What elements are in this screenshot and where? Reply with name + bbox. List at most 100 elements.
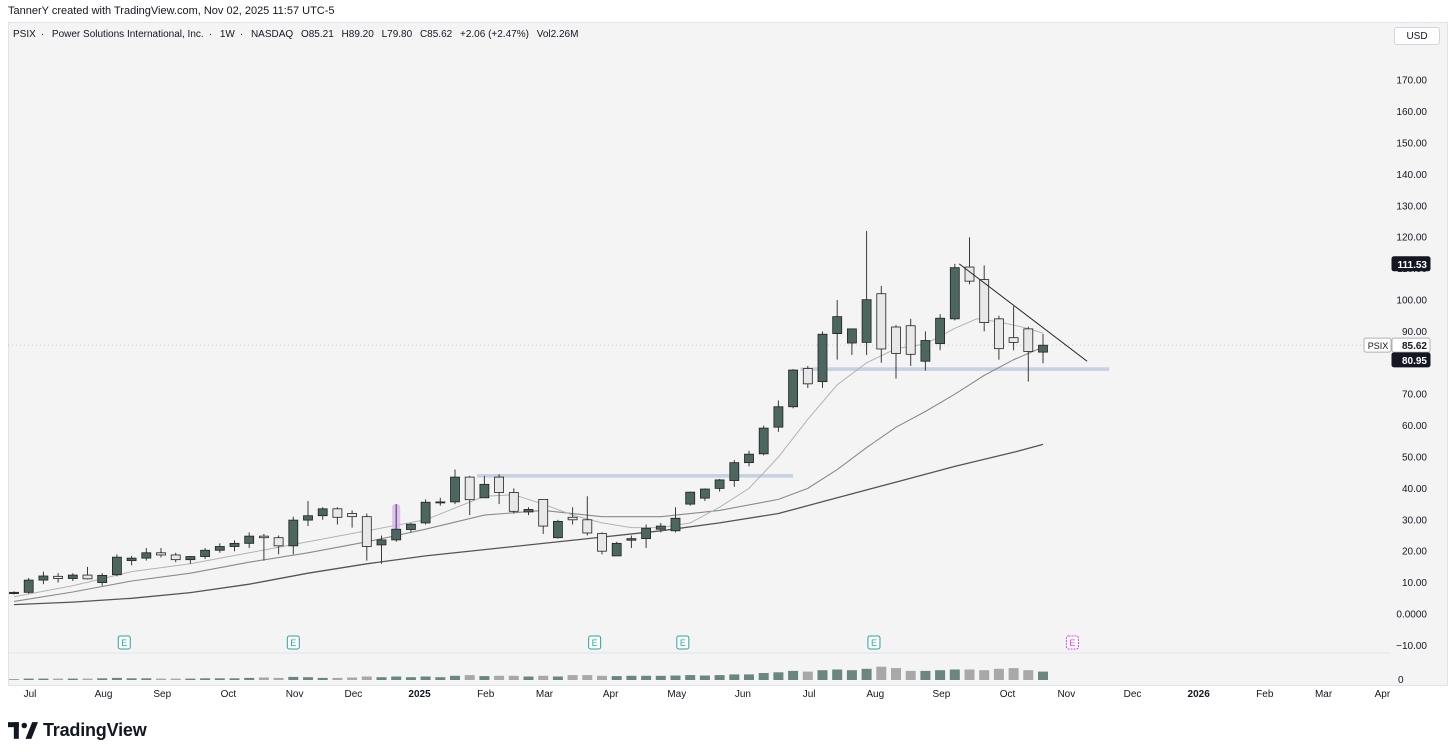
candle-bearish — [361, 516, 372, 547]
candle-bullish — [685, 491, 696, 505]
volume-bar — [714, 675, 725, 680]
volume-bar — [920, 670, 931, 680]
earnings-marker-icon — [117, 635, 131, 650]
candle-bullish — [200, 549, 211, 557]
candle-bearish — [464, 476, 475, 501]
legend-separator-dot: · — [239, 29, 244, 40]
volume-bar — [876, 666, 887, 680]
legend-open: O85.21 — [300, 29, 334, 40]
volume-bar — [788, 670, 799, 680]
x-axis-tick-label: Oct — [1000, 689, 1016, 700]
x-axis-tick-label: Mar — [1315, 689, 1333, 700]
volume-bar — [479, 676, 490, 680]
volume-bar — [626, 675, 637, 680]
candle-bearish — [82, 574, 93, 580]
volume-bar — [38, 678, 49, 680]
y-axis-tick-label: 10.00 — [1402, 578, 1427, 589]
x-axis-tick-label: Sep — [153, 689, 171, 700]
volume-bar — [435, 677, 446, 680]
candle-bullish — [23, 579, 34, 593]
candle-bullish — [817, 333, 828, 383]
volume-bar — [97, 678, 108, 680]
y-axis-tick-label: 120.00 — [1396, 233, 1427, 244]
moving-average-fast-line — [13, 318, 1044, 598]
candle-bullish — [553, 520, 563, 539]
earnings-marker-icon — [588, 635, 602, 650]
candle-bullish — [317, 508, 328, 517]
x-axis-tick-label: 2025 — [408, 689, 431, 700]
x-axis-tick-label: May — [667, 689, 686, 700]
candle-bearish — [258, 535, 269, 539]
volume-bar — [611, 676, 622, 680]
candle-bullish — [626, 538, 637, 541]
earnings-upcoming-marker-label: E — [1069, 638, 1075, 648]
volume-bar — [200, 678, 211, 680]
y-axis-tick-label: −10.00 — [1396, 641, 1427, 652]
candle-bullish — [112, 556, 122, 576]
candle-bullish — [244, 535, 255, 544]
x-axis-tick-label: Sep — [933, 689, 951, 700]
y-axis-tick-label: 90.00 — [1402, 327, 1427, 338]
x-axis-tick-label: Feb — [1256, 689, 1274, 700]
volume-bar — [508, 675, 519, 680]
x-axis-tick-label: Dec — [1124, 689, 1142, 700]
candle-bullish — [700, 488, 710, 499]
volume-bar — [420, 676, 431, 680]
x-axis-tick-label: Jul — [24, 689, 37, 700]
trendline — [958, 263, 1088, 362]
volume-bar — [773, 672, 784, 680]
candle-bullish — [303, 515, 313, 521]
y-axis-tick-label: 0.0000 — [1396, 610, 1427, 621]
legend-high: H89.20 — [341, 29, 374, 40]
volume-bar — [567, 675, 578, 680]
candle-bullish — [435, 501, 446, 504]
candle-bearish — [597, 533, 607, 552]
support-zone-line — [800, 367, 1110, 371]
earnings-marker-label: E — [592, 638, 598, 648]
volume-bar — [391, 676, 402, 680]
volume-bar — [332, 677, 343, 680]
volume-bar — [347, 677, 358, 680]
attribution-text: TannerY created with TradingView.com, No… — [8, 5, 335, 17]
legend-symbol[interactable]: PSIX — [13, 29, 36, 40]
tradingview-logo: TradingView — [8, 720, 147, 741]
legend-exchange: NASDAQ — [250, 29, 294, 40]
legend-close: C85.62 — [419, 29, 453, 40]
candle-bullish — [861, 299, 872, 343]
volume-bar — [214, 678, 225, 680]
volume-bar — [1023, 670, 1034, 680]
volume-bar — [185, 678, 196, 680]
candle-bullish — [214, 546, 225, 551]
volume-bar — [861, 668, 872, 680]
candle-bullish — [97, 574, 108, 583]
tradingview-wordmark: TradingView — [43, 720, 147, 740]
high-price-badge — [1391, 256, 1431, 272]
volume-bar — [523, 676, 534, 680]
legend-interval[interactable]: 1W — [219, 29, 235, 40]
high-price-label: 111.53 — [1398, 260, 1428, 271]
volume-bar — [964, 669, 975, 680]
currency-button[interactable]: USD — [1394, 27, 1440, 45]
earnings-marker-icon — [676, 635, 690, 650]
candle-bearish — [347, 513, 358, 518]
candle-bearish — [582, 519, 593, 534]
x-axis-tick-label: Apr — [603, 689, 619, 700]
x-axis-tick-label: Aug — [866, 689, 884, 700]
candle-bullish — [920, 340, 931, 362]
legend-change: +2.06 (+2.47%) — [459, 29, 529, 40]
candle-bearish — [567, 516, 578, 521]
close-price-label: 85.62 — [1402, 341, 1427, 352]
candle-bearish — [273, 537, 284, 547]
candle-bearish — [994, 318, 1004, 350]
volume-bar — [494, 675, 505, 680]
chart-pane[interactable] — [8, 22, 1448, 686]
x-axis-tick-label: Jul — [803, 689, 816, 700]
x-axis-tick-label: Apr — [1375, 689, 1391, 700]
candle-bullish — [9, 591, 19, 594]
volume-bar — [53, 678, 64, 680]
earnings-upcoming-marker-icon — [1065, 635, 1079, 650]
candle-bullish — [185, 556, 196, 561]
candle-bearish — [170, 554, 181, 561]
legend-volume: Vol2.26M — [536, 29, 579, 40]
volume-bar — [582, 675, 593, 680]
